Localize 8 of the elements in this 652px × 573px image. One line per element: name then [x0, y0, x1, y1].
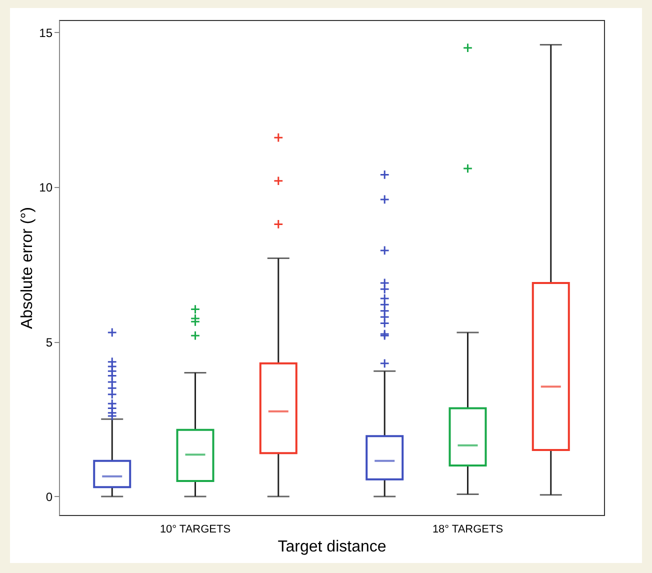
y-tick-label: 0 [46, 490, 53, 504]
y-tick-label: 15 [39, 26, 53, 40]
y-axis-title: Absolute error (°) [19, 207, 36, 329]
x-tick-label: 10° TARGETS [160, 524, 231, 536]
x-axis-title: Target distance [278, 538, 386, 556]
x-tick-label: 18° TARGETS [432, 524, 504, 536]
y-tick-label: 5 [46, 335, 53, 350]
y-tick-label: 10 [39, 180, 53, 195]
